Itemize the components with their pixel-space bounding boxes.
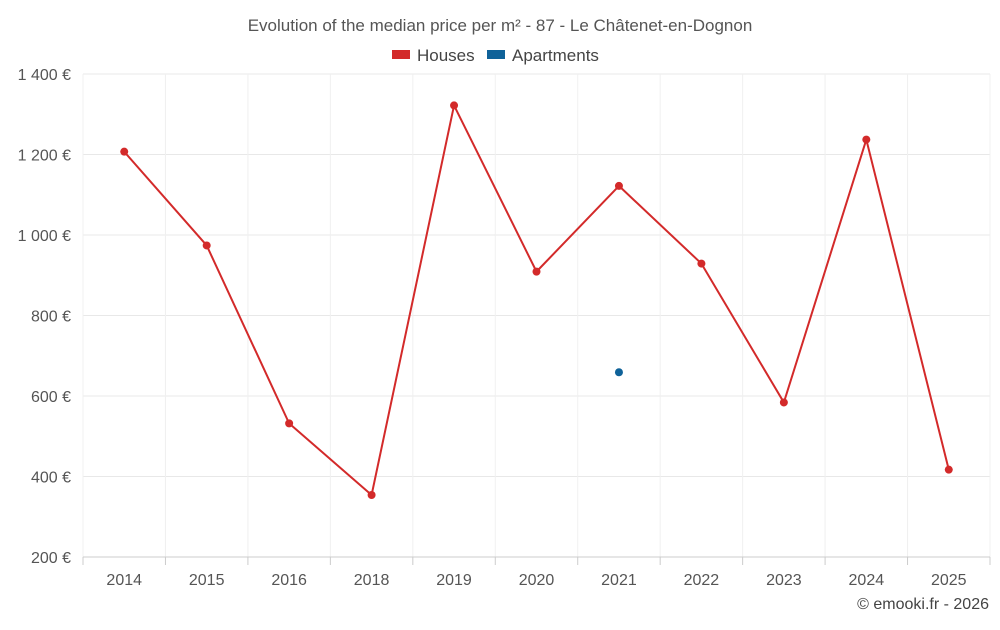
data-point-houses-2024[interactable] [862,135,871,144]
data-point-houses-2025[interactable] [944,465,953,474]
x-tick-label: 2023 [766,572,802,589]
data-point-houses-2019[interactable] [450,101,459,110]
data-point-houses-2022[interactable] [697,259,706,268]
x-tick-label: 2025 [931,572,967,589]
legend-swatch-apartments [487,50,505,59]
x-tick-label: 2019 [436,572,472,589]
y-tick-label: 400 € [31,470,71,487]
y-tick-label: 1 200 € [18,148,71,165]
y-tick-label: 800 € [31,309,71,326]
y-tick-label: 200 € [31,550,71,567]
series-layer [120,101,953,500]
x-tick-label: 2016 [271,572,307,589]
x-tick-label: 2015 [189,572,225,589]
x-tick-label: 2024 [849,572,885,589]
legend-item-apartments[interactable]: Apartments [487,46,599,65]
series-houses [120,101,953,500]
x-tick-label: 2014 [106,572,142,589]
data-point-apartments-2021[interactable] [614,368,623,377]
legend: Houses Apartments [392,46,599,65]
data-point-houses-2015[interactable] [202,241,211,250]
data-point-houses-2021[interactable] [614,181,623,190]
y-tick-label: 1 400 € [18,67,71,84]
data-point-houses-2016[interactable] [285,419,294,428]
data-point-houses-2023[interactable] [779,398,788,407]
legend-item-houses[interactable]: Houses [392,46,475,65]
legend-label-houses: Houses [417,46,475,65]
x-tick-label: 2018 [354,572,390,589]
legend-swatch-houses [392,50,410,59]
gridlines [82,73,991,557]
x-tick-label: 2020 [519,572,555,589]
y-axis-labels: 200 € 400 € 600 € 800 € 1 000 € 1 200 € 1 400 … [18,67,71,567]
data-point-houses-2020[interactable] [532,267,541,276]
chart-credit: © emooki.fr - 2026 [857,596,989,613]
y-tick-label: 1 000 € [18,228,71,245]
y-tick-label: 600 € [31,389,71,406]
data-point-houses-2014[interactable] [120,147,129,156]
legend-label-apartments: Apartments [512,46,599,65]
x-tick-label: 2021 [601,572,637,589]
chart-title: Evolution of the median price per m² - 8… [248,16,753,35]
axes [82,556,991,565]
x-tick-label: 2022 [684,572,720,589]
x-axis-labels: 2014 2015 2016 2018 2019 2020 2021 2022 2023 2024… [106,572,966,589]
data-point-houses-2018[interactable] [367,491,376,500]
series-apartments [614,368,623,377]
